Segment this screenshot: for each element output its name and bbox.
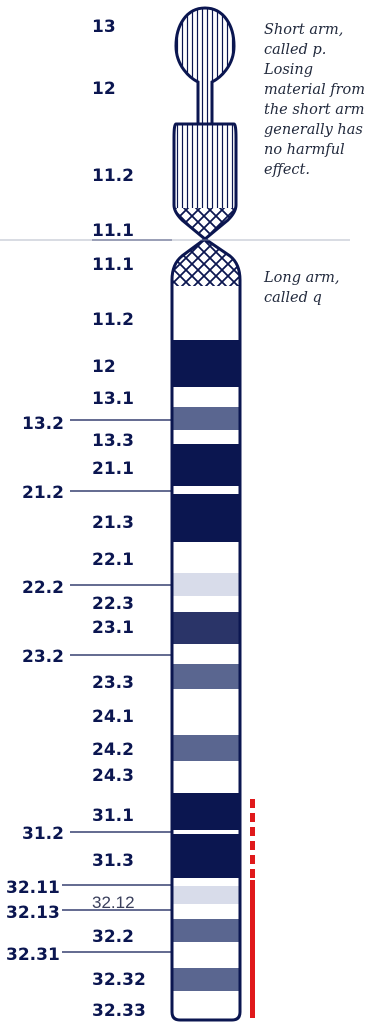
chromosome-4 [170,6,242,1022]
deletion-dash-4 [250,855,255,864]
band-label-q-31.1: 31.1 [92,806,134,826]
band-p-11.2 [174,124,236,210]
band-label-p-12: 12 [92,79,116,99]
band-label-q-13.3: 13.3 [92,431,134,451]
band-label-q-11.1: 11.1 [92,255,134,275]
q-arm-outline [170,237,242,1022]
band-label-q-23.2: 23.2 [22,647,64,667]
band-label-q-22.1: 22.1 [92,550,134,570]
band-label-q-32.11: 32.11 [6,878,60,898]
band-label-q-31.3: 31.3 [92,851,134,871]
band-label-q-32.33: 32.33 [92,1001,146,1021]
deletion-dash-3 [250,841,255,850]
p-arm-outline [172,122,238,241]
deletion-marker [250,799,255,1018]
band-label-q-32.31: 32.31 [6,945,60,965]
band-label-q-32.12: 32.12 [92,893,135,912]
band-label-q-11.2: 11.2 [92,310,134,330]
satellite-head [174,6,236,126]
band-label-q-13.2: 13.2 [22,414,64,434]
band-label-q-22.3: 22.3 [92,594,134,614]
long-arm-note: Long arm, called q [264,270,340,306]
band-label-q-31.2: 31.2 [22,824,64,844]
band-label-q-22.2: 22.2 [22,578,64,598]
deletion-bar [250,880,255,1018]
deletion-dash-1 [250,813,255,822]
band-label-q-24.2: 24.2 [92,740,134,760]
band-label-q-13.1: 13.1 [92,389,134,409]
band-label-q-23.1: 23.1 [92,618,134,638]
band-label-q-32.13: 32.13 [6,903,60,923]
band-label-q-21.2: 21.2 [22,483,64,503]
deletion-dash-5 [250,869,255,878]
short-arm-note: Short arm, called p. Losing material fro… [264,22,366,178]
band-label-q-32.32: 32.32 [92,970,146,990]
band-label-p-13: 13 [92,17,116,37]
band-label-q-23.3: 23.3 [92,673,134,693]
band-label-q-24.1: 24.1 [92,707,134,727]
band-label-p-11.2: 11.2 [92,166,134,186]
band-label-q-12: 12 [92,357,116,377]
band-label-q-32.2: 32.2 [92,927,134,947]
band-label-p-11.1: 11.1 [92,221,134,241]
band-label-q-21.3: 21.3 [92,513,134,533]
band-label-q-24.3: 24.3 [92,766,134,786]
band-label-q-21.1: 21.1 [92,459,134,479]
deletion-dash-0 [250,799,255,808]
deletion-dash-2 [250,827,255,836]
band-q-11.1-centromere [172,239,240,286]
